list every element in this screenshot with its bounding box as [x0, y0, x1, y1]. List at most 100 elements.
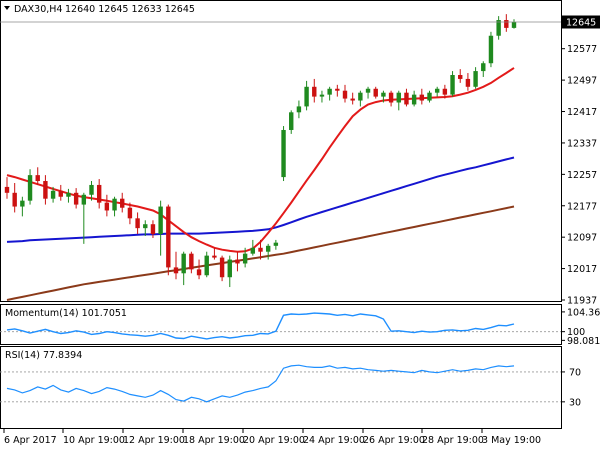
candle	[312, 78, 317, 103]
candle-body	[365, 88, 371, 93]
rsi-panel[interactable]: 70 30 RSI(14) 77.8394	[0, 350, 581, 408]
time-tick-label: 28 Apr 19:00	[422, 435, 484, 446]
price-tick-label: 12337	[567, 138, 597, 149]
candle	[73, 188, 79, 209]
candle	[43, 175, 48, 205]
candle-body	[281, 129, 286, 178]
candle	[396, 90, 401, 111]
candle	[150, 220, 156, 238]
candle-body	[219, 257, 225, 278]
ohlc-values: 12640 12645 12633 12645	[65, 4, 195, 15]
candle-body	[258, 247, 263, 252]
candle	[281, 126, 286, 182]
candle-body	[396, 92, 401, 103]
rsi-axis: 70 30	[0, 367, 581, 408]
candle-body	[96, 184, 102, 203]
candle	[104, 194, 110, 217]
candle-body	[411, 94, 417, 105]
time-tick-label: 12 Apr 19:00	[123, 435, 185, 446]
candle	[227, 255, 232, 288]
price-tick-label: 12577	[567, 44, 597, 55]
candle	[296, 100, 302, 119]
candle-body	[12, 192, 17, 207]
time-tick-label: 18 Apr 19:00	[183, 435, 245, 446]
candle-body	[112, 198, 117, 211]
time-tick-label: 26 Apr 19:00	[363, 435, 425, 446]
candle	[496, 16, 501, 40]
candle	[434, 86, 440, 97]
time-tick-label: 24 Apr 19:00	[303, 435, 365, 446]
candle-body	[388, 92, 394, 103]
candle	[373, 86, 378, 99]
price-tick-label: 12257	[567, 170, 597, 181]
candle	[189, 251, 194, 274]
candle	[158, 200, 163, 256]
last-price-label: 12645	[566, 18, 596, 29]
candle	[235, 251, 240, 272]
candle	[388, 90, 394, 107]
candle-body	[488, 35, 494, 64]
price-tick-label: 12017	[567, 264, 597, 275]
candle	[127, 202, 133, 225]
candle	[250, 239, 256, 256]
candle	[358, 90, 363, 107]
ma-mid-line	[6, 156, 515, 243]
candle-body	[235, 259, 240, 264]
candle-body	[81, 194, 87, 205]
candle	[289, 110, 294, 134]
time-tick-label: 20 Apr 19:00	[243, 435, 305, 446]
candle	[488, 31, 494, 68]
candle-body	[227, 259, 232, 278]
candle-body	[150, 224, 156, 235]
candle-body	[473, 71, 478, 87]
candle-body	[465, 78, 471, 87]
candle	[204, 251, 209, 278]
last-price-marker: 12645	[562, 15, 600, 29]
chart-header: DAX30,H4 12640 12645 12633 12645	[4, 4, 195, 15]
candle-body	[196, 269, 202, 276]
candle-body	[496, 20, 501, 36]
price-axis: 11937 12017 12097 12177 12257 12337 12417 12497…	[561, 21, 597, 307]
candle-body	[4, 186, 10, 193]
time-tick-label: 6 Apr 2017	[4, 435, 57, 446]
candle	[481, 61, 486, 77]
candle-body	[166, 206, 171, 268]
candle-body	[89, 184, 94, 195]
price-tick-label: 12417	[567, 107, 597, 118]
candle	[4, 177, 10, 199]
candle	[173, 251, 179, 280]
candle-body	[35, 175, 40, 182]
price-tick-label: 12497	[567, 76, 597, 87]
candle	[219, 255, 225, 282]
candle	[327, 86, 332, 101]
candle	[166, 204, 171, 276]
candle	[258, 239, 263, 260]
candle	[404, 88, 409, 107]
candle-body	[319, 94, 325, 97]
candle	[442, 84, 448, 99]
candle	[381, 90, 386, 103]
candle-body	[43, 181, 48, 199]
dropdown-triangle-icon[interactable]	[4, 6, 10, 10]
candle	[12, 182, 17, 213]
candle-body	[481, 63, 486, 72]
candle-body	[296, 106, 302, 113]
candle-body	[20, 200, 25, 207]
candle-body	[335, 88, 340, 91]
candle-body	[158, 206, 163, 235]
candle-body	[135, 218, 140, 229]
candle-body	[204, 255, 209, 276]
candle	[319, 90, 325, 103]
price-panel[interactable]: 11937 12017 12097 12177 12257 12337 12417 12497…	[0, 4, 600, 307]
candle	[450, 71, 455, 97]
candle-body	[511, 22, 517, 28]
candle-body	[265, 245, 271, 252]
candle	[120, 192, 125, 213]
candle	[143, 220, 148, 236]
candle	[419, 88, 425, 105]
candle-body	[404, 92, 409, 105]
rsi-line	[6, 364, 515, 403]
momentum-tick-label: 100	[567, 327, 585, 338]
candle	[427, 90, 432, 103]
